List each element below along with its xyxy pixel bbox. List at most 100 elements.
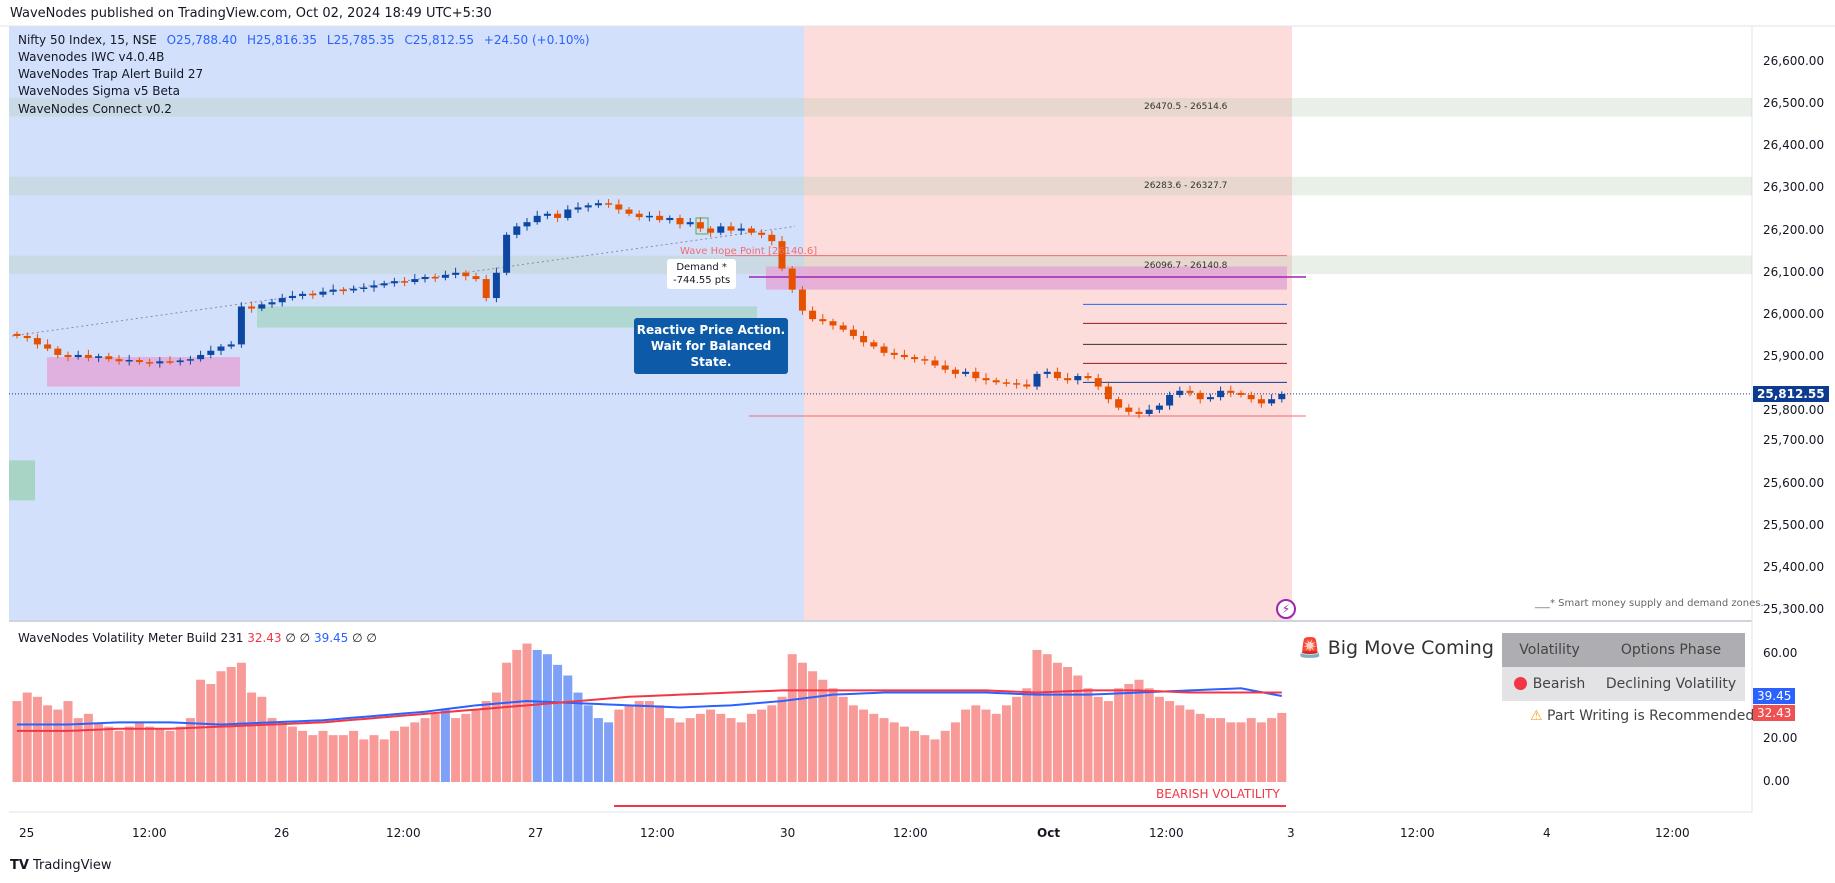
candle [931, 356, 939, 369]
indicator-legend-iwc[interactable]: Wavenodes IWC v4.0.4B [18, 50, 165, 64]
volatility-bar [430, 713, 440, 782]
price-axis-label: 26,200.00 [1763, 222, 1825, 237]
volatility-bar [1246, 718, 1256, 782]
time-axis-label: 26 [274, 826, 290, 840]
candle [452, 267, 460, 279]
price-axis-label: 26,400.00 [1763, 138, 1825, 153]
candle-body [972, 371, 980, 379]
indicator-legend-trap[interactable]: WaveNodes Trap Alert Build 27 [18, 67, 204, 81]
price-axis-label: 26,500.00 [1763, 96, 1825, 111]
candle-body [951, 369, 959, 374]
price-axis-label: 25,600.00 [1763, 475, 1825, 490]
candle [492, 267, 500, 303]
volatility-bar [389, 730, 399, 782]
volatility-bar [32, 696, 42, 782]
table-header-row: Volatility Options Phase [1502, 633, 1745, 667]
indicator-legend-sigma[interactable]: WaveNodes Sigma v5 Beta [18, 84, 180, 98]
symbol-legend[interactable]: Nifty 50 Index, 15, NSE O25,788.40 H25,8… [18, 33, 590, 47]
price-axis-label: 25,700.00 [1763, 433, 1825, 448]
time-axis-label: 12:00 [640, 826, 675, 840]
demand-zone-teal [257, 306, 757, 328]
candle-body [44, 344, 52, 349]
candle-body [401, 281, 409, 283]
volatility-bar [328, 735, 338, 782]
candle-body [880, 346, 888, 353]
candle-body [584, 205, 592, 208]
volatility-bar [706, 709, 716, 782]
volatility-bar [614, 709, 624, 782]
volatility-bar [604, 722, 614, 782]
volatility-bar [175, 726, 185, 782]
volatility-bar [920, 735, 930, 782]
candle-body [860, 335, 868, 343]
candle [227, 341, 235, 350]
footer-brand: TradingView [32, 858, 112, 873]
volatility-bar [512, 649, 522, 782]
volatility-bar [1114, 688, 1124, 782]
candle-body [1145, 409, 1153, 414]
volatility-bar [828, 688, 838, 782]
candle-body [1186, 390, 1194, 393]
candle-body [258, 304, 266, 309]
candle-body [33, 338, 41, 345]
candle [319, 287, 327, 298]
time-axis-label: 4 [1543, 826, 1551, 840]
candle-body [1043, 371, 1051, 374]
price-axis-label: 26,100.00 [1763, 264, 1825, 279]
candle [758, 229, 766, 239]
candle-body [339, 289, 347, 292]
volatility-bar [94, 722, 104, 782]
volatility-bar [553, 664, 563, 782]
volatility-bar [695, 713, 705, 782]
tradingview-logo-icon: 𝗧𝗩 [10, 858, 29, 873]
volatility-bar [114, 730, 124, 782]
volatility-bar [522, 643, 532, 782]
supply-demand-zone [9, 97, 1752, 117]
candle [982, 373, 990, 385]
lightning-alert-icon[interactable]: ⚡ [1276, 599, 1296, 619]
big-move-signal: 🚨 Big Move Coming [1298, 636, 1494, 659]
volatility-bar [1185, 709, 1195, 782]
candle-body [329, 289, 337, 292]
candle-body [237, 306, 245, 345]
candle-body [1104, 386, 1112, 400]
candle-body [798, 289, 806, 311]
volatility-bar [665, 718, 675, 782]
volatility-axis-label: 20.00 [1763, 731, 1798, 746]
candle [390, 277, 398, 287]
candle [176, 357, 184, 366]
volatility-bar [1144, 688, 1154, 782]
candle-body [1125, 407, 1133, 412]
candle [146, 358, 154, 367]
candle-body [1033, 373, 1041, 387]
volatility-bar [410, 722, 420, 782]
header-options-phase: Options Phase [1620, 642, 1722, 658]
volatility-bar [502, 662, 512, 782]
candle-body [900, 354, 908, 358]
candle [1023, 379, 1031, 390]
candle-body [115, 359, 123, 362]
volatility-bar [1093, 696, 1103, 782]
table-row: Bearish Declining Volatility [1502, 667, 1745, 701]
candle [135, 357, 143, 365]
candle-body [421, 276, 429, 280]
volatility-bar [757, 709, 767, 782]
volatility-legend[interactable]: WaveNodes Volatility Meter Build 231 32.… [18, 631, 377, 645]
volatility-bar [869, 713, 879, 782]
symbol-name: Nifty 50 Index, 15, NSE [18, 33, 157, 47]
candle-body [605, 203, 613, 205]
volatility-bar [165, 730, 175, 782]
candle [1053, 367, 1061, 381]
volatility-bar [196, 679, 206, 782]
candle [503, 232, 511, 276]
volatility-bar [379, 739, 389, 782]
candle [798, 286, 806, 315]
indicator-legend-connect[interactable]: WaveNodes Connect v0.2 [18, 102, 172, 116]
candle-body [1064, 378, 1072, 381]
volatility-bar [1063, 666, 1073, 782]
price-axis-label: 25,300.00 [1763, 601, 1825, 616]
candle-body [1023, 384, 1031, 387]
candle [1145, 404, 1153, 417]
candle [237, 302, 245, 348]
